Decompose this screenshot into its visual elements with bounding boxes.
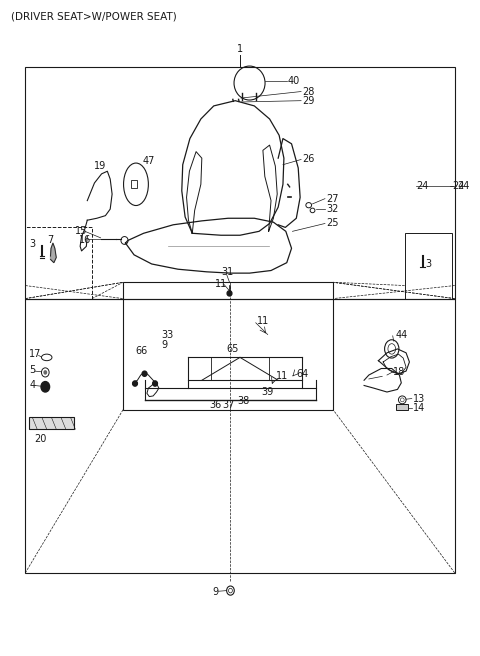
Bar [131, 180, 137, 188]
Text: 16: 16 [79, 235, 91, 245]
Text: 24: 24 [457, 180, 470, 191]
Text: 38: 38 [237, 396, 250, 406]
Text: 7: 7 [47, 235, 53, 245]
Text: 5: 5 [29, 365, 36, 375]
Ellipse shape [227, 291, 232, 296]
Text: 3: 3 [29, 239, 35, 249]
Text: 32: 32 [326, 204, 338, 214]
Text: 36: 36 [209, 400, 222, 410]
Bar [25, 67, 455, 298]
Text: (DRIVER SEAT>W/POWER SEAT): (DRIVER SEAT>W/POWER SEAT) [11, 11, 177, 21]
Text: 9: 9 [161, 340, 168, 350]
Polygon shape [50, 243, 56, 262]
Bar [25, 227, 92, 298]
Ellipse shape [132, 381, 137, 386]
Text: 18: 18 [393, 367, 405, 377]
Text: 47: 47 [142, 156, 155, 167]
Text: 4: 4 [29, 380, 35, 390]
Text: 25: 25 [326, 218, 338, 228]
Text: 19: 19 [95, 161, 107, 171]
Bar [25, 298, 455, 573]
Text: 37: 37 [222, 400, 234, 410]
Ellipse shape [41, 382, 49, 392]
Text: 27: 27 [326, 194, 338, 203]
Bar [396, 404, 408, 410]
Text: 65: 65 [227, 344, 239, 354]
Text: 31: 31 [221, 268, 233, 277]
Text: 24: 24 [452, 180, 465, 191]
Text: 24: 24 [417, 180, 429, 191]
Text: 64: 64 [296, 369, 309, 379]
Ellipse shape [43, 370, 47, 375]
Text: 3: 3 [425, 259, 432, 269]
Text: 26: 26 [302, 154, 314, 165]
Text: 11: 11 [257, 316, 269, 327]
Text: 9: 9 [212, 587, 218, 597]
Text: 14: 14 [413, 403, 425, 413]
Text: 11: 11 [215, 279, 228, 289]
Text: 40: 40 [288, 76, 300, 86]
Text: 44: 44 [396, 329, 408, 340]
Text: 20: 20 [34, 434, 46, 444]
Text: 33: 33 [161, 329, 173, 340]
Text: 28: 28 [302, 87, 314, 96]
Ellipse shape [142, 371, 147, 377]
Bar [405, 234, 452, 298]
Ellipse shape [153, 381, 157, 386]
Text: 11: 11 [276, 371, 288, 380]
Text: 29: 29 [302, 96, 314, 106]
Text: 39: 39 [262, 387, 274, 397]
Text: 15: 15 [75, 226, 88, 236]
Bar [123, 282, 333, 409]
Text: 17: 17 [29, 349, 41, 359]
Text: 13: 13 [413, 394, 425, 403]
Bar [29, 417, 74, 429]
Text: 1: 1 [237, 44, 243, 54]
Text: 66: 66 [135, 346, 147, 356]
